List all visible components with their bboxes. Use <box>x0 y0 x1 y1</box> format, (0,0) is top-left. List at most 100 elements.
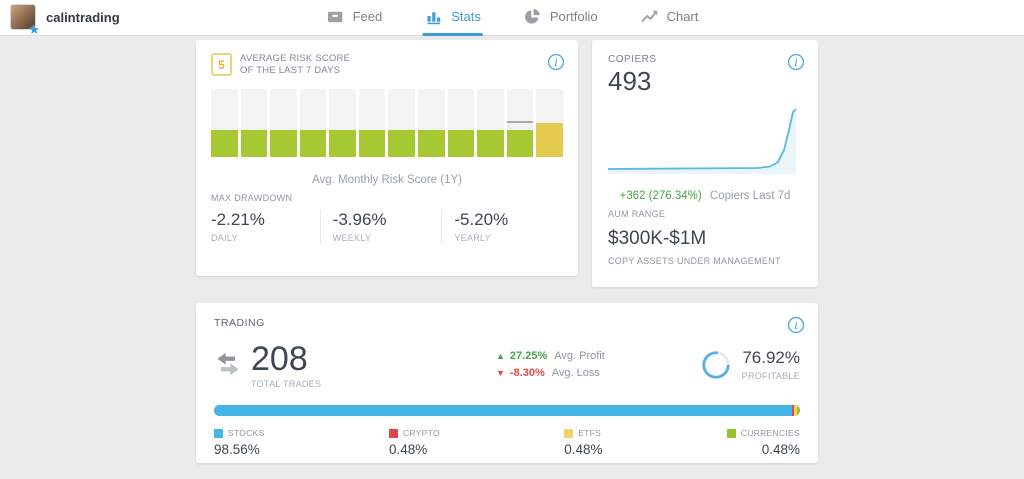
drawdown-row: -2.21% DAILY -3.96% WEEKLY -5.20% YEARLY <box>211 209 563 243</box>
drawdown-weekly: -3.96% WEEKLY <box>319 209 442 243</box>
tab-portfolio-label: Portfolio <box>549 9 598 24</box>
profitable-value: 76.92% <box>742 348 800 367</box>
risk-bar-column <box>506 88 534 157</box>
allocation-bar <box>214 405 800 416</box>
risk-bar-column <box>329 88 356 157</box>
copiers-label: COPIERS <box>608 54 657 65</box>
total-trades-label: TOTAL TRADES <box>251 379 322 389</box>
copiers-change-value: +362 (276.34%) <box>619 190 702 202</box>
down-arrow-icon: ▼ <box>496 368 505 378</box>
drawdown-yearly-period: YEARLY <box>454 232 491 243</box>
currencies-swatch-icon <box>726 428 736 438</box>
info-icon[interactable]: i <box>787 316 805 334</box>
risk-card-header: 5 AVERAGE RISK SCORE OF THE LAST 7 DAYS <box>211 53 563 78</box>
stocks-swatch-icon <box>214 428 223 438</box>
drawdown-weekly-period: WEEKLY <box>332 232 372 243</box>
crypto-value: 0.48% <box>388 442 428 457</box>
allocation-segment-crypto <box>791 405 795 416</box>
up-arrow-icon: ▲ <box>496 351 505 361</box>
allocation-legend: STOCKS 98.56% CRYPTO 0.48% ETFS 0.48% CU… <box>214 428 800 457</box>
avg-loss-value: -8.30% <box>509 367 545 379</box>
crypto-label: CRYPTO <box>402 428 440 438</box>
feed-icon <box>326 7 345 26</box>
user-block[interactable]: ★ calintrading <box>10 4 120 36</box>
risk-card-title: AVERAGE RISK SCORE OF THE LAST 7 DAYS <box>240 53 351 77</box>
aum-range-label: AUM RANGE <box>608 209 666 219</box>
svg-text:i: i <box>794 320 797 332</box>
main-nav: Feed Stats Portfolio Chart <box>324 0 701 36</box>
copiers-sparkline-chart <box>608 108 797 174</box>
etfs-label: ETFS <box>578 428 602 438</box>
legend-currencies: CURRENCIES 0.48% <box>726 428 800 457</box>
avg-loss-label: Avg. Loss <box>551 367 600 379</box>
profitable-label: PROFITABLE <box>741 371 800 381</box>
trading-card: i TRADING 208 TOTAL TRADES ▲ 27.25% Avg.… <box>196 303 818 463</box>
risk-bar-column <box>477 88 504 157</box>
drawdown-daily: -2.21% DAILY <box>211 210 320 243</box>
svg-text:i: i <box>794 57 797 69</box>
drawdown-weekly-value: -3.96% <box>332 209 387 229</box>
avatar[interactable]: ★ <box>10 4 40 36</box>
etfs-value: 0.48% <box>564 442 603 457</box>
currencies-value: 0.48% <box>761 442 800 457</box>
risk-bar-column <box>447 88 475 157</box>
allocation-segment-stocks <box>214 405 792 416</box>
tab-stats-label: Stats <box>451 9 481 24</box>
copiers-card: i COPIERS 493 +362 (276.34%) Copiers Las… <box>592 40 818 287</box>
legend-crypto: CRYPTO 0.48% <box>388 428 440 457</box>
allocation-segment-etfs <box>794 405 798 416</box>
stocks-label: STOCKS <box>228 428 265 438</box>
avg-profit-loss-block: ▲ 27.25% Avg. Profit ▼ -8.30% Avg. Loss <box>496 350 605 384</box>
risk-score-card: i 5 AVERAGE RISK SCORE OF THE LAST 7 DAY… <box>196 40 578 276</box>
risk-bar-column <box>418 88 445 157</box>
allocation-segment-currencies <box>797 405 800 416</box>
avg-profit-value: 27.25% <box>509 350 548 362</box>
drawdown-yearly-value: -5.20% <box>454 209 509 229</box>
drawdown-yearly: -5.20% YEARLY <box>441 209 563 243</box>
info-icon[interactable]: i <box>547 53 565 71</box>
copiers-count: 493 <box>608 66 652 96</box>
profitable-block: 76.92% PROFITABLE <box>700 348 800 381</box>
username: calintrading <box>46 9 120 25</box>
popular-investor-star-icon: ★ <box>28 22 40 37</box>
risk-bar-column <box>536 88 563 157</box>
risk-marker-line <box>506 120 534 123</box>
risk-bar-chart <box>211 88 563 157</box>
tab-portfolio[interactable]: Portfolio <box>521 0 600 36</box>
avg-profit-row: ▲ 27.25% Avg. Profit <box>496 350 605 362</box>
profitable-text: 76.92% PROFITABLE <box>742 348 800 381</box>
stats-icon <box>424 7 443 26</box>
max-drawdown-label: MAX DRAWDOWN <box>211 192 293 203</box>
tab-chart-label: Chart <box>666 9 699 24</box>
svg-text:i: i <box>554 57 557 69</box>
tab-chart[interactable]: Chart <box>638 0 701 36</box>
legend-stocks: STOCKS 98.56% <box>214 428 265 457</box>
total-trades-block: 208 TOTAL TRADES <box>214 342 321 389</box>
copiers-change-caption: Copiers Last 7d <box>709 190 791 202</box>
info-icon[interactable]: i <box>787 53 805 71</box>
risk-score-badge: 5 <box>211 53 232 76</box>
aum-range-value: $300K-$1M <box>608 228 707 249</box>
risk-bar-column <box>358 88 386 157</box>
risk-bar-column <box>270 88 297 157</box>
tab-feed-label: Feed <box>352 9 383 24</box>
risk-bar-column <box>299 88 327 157</box>
tab-feed[interactable]: Feed <box>324 0 385 36</box>
etfs-swatch-icon <box>564 428 574 438</box>
drawdown-daily-value: -2.21% <box>211 209 265 229</box>
copiers-change: +362 (276.34%) Copiers Last 7d <box>608 190 802 202</box>
aum-range-caption: COPY ASSETS UNDER MANAGEMENT <box>608 256 781 266</box>
avg-profit-label: Avg. Profit <box>554 350 605 362</box>
currencies-label: CURRENCIES <box>740 428 800 438</box>
risk-bar-column <box>211 88 238 157</box>
trading-stats-row: 208 TOTAL TRADES ▲ 27.25% Avg. Profit ▼ … <box>214 342 800 394</box>
risk-chart-caption: Avg. Monthly Risk Score (1Y) <box>312 173 462 186</box>
crypto-swatch-icon <box>388 428 398 438</box>
tab-stats[interactable]: Stats <box>422 0 483 36</box>
chart-icon <box>640 7 659 26</box>
portfolio-icon <box>523 7 542 26</box>
top-bar: ★ calintrading Feed Stats Portfolio <box>0 0 1024 36</box>
total-trades-value: 208 <box>251 340 308 378</box>
swap-arrows-icon <box>214 350 242 389</box>
profitable-donut-chart <box>701 350 730 379</box>
